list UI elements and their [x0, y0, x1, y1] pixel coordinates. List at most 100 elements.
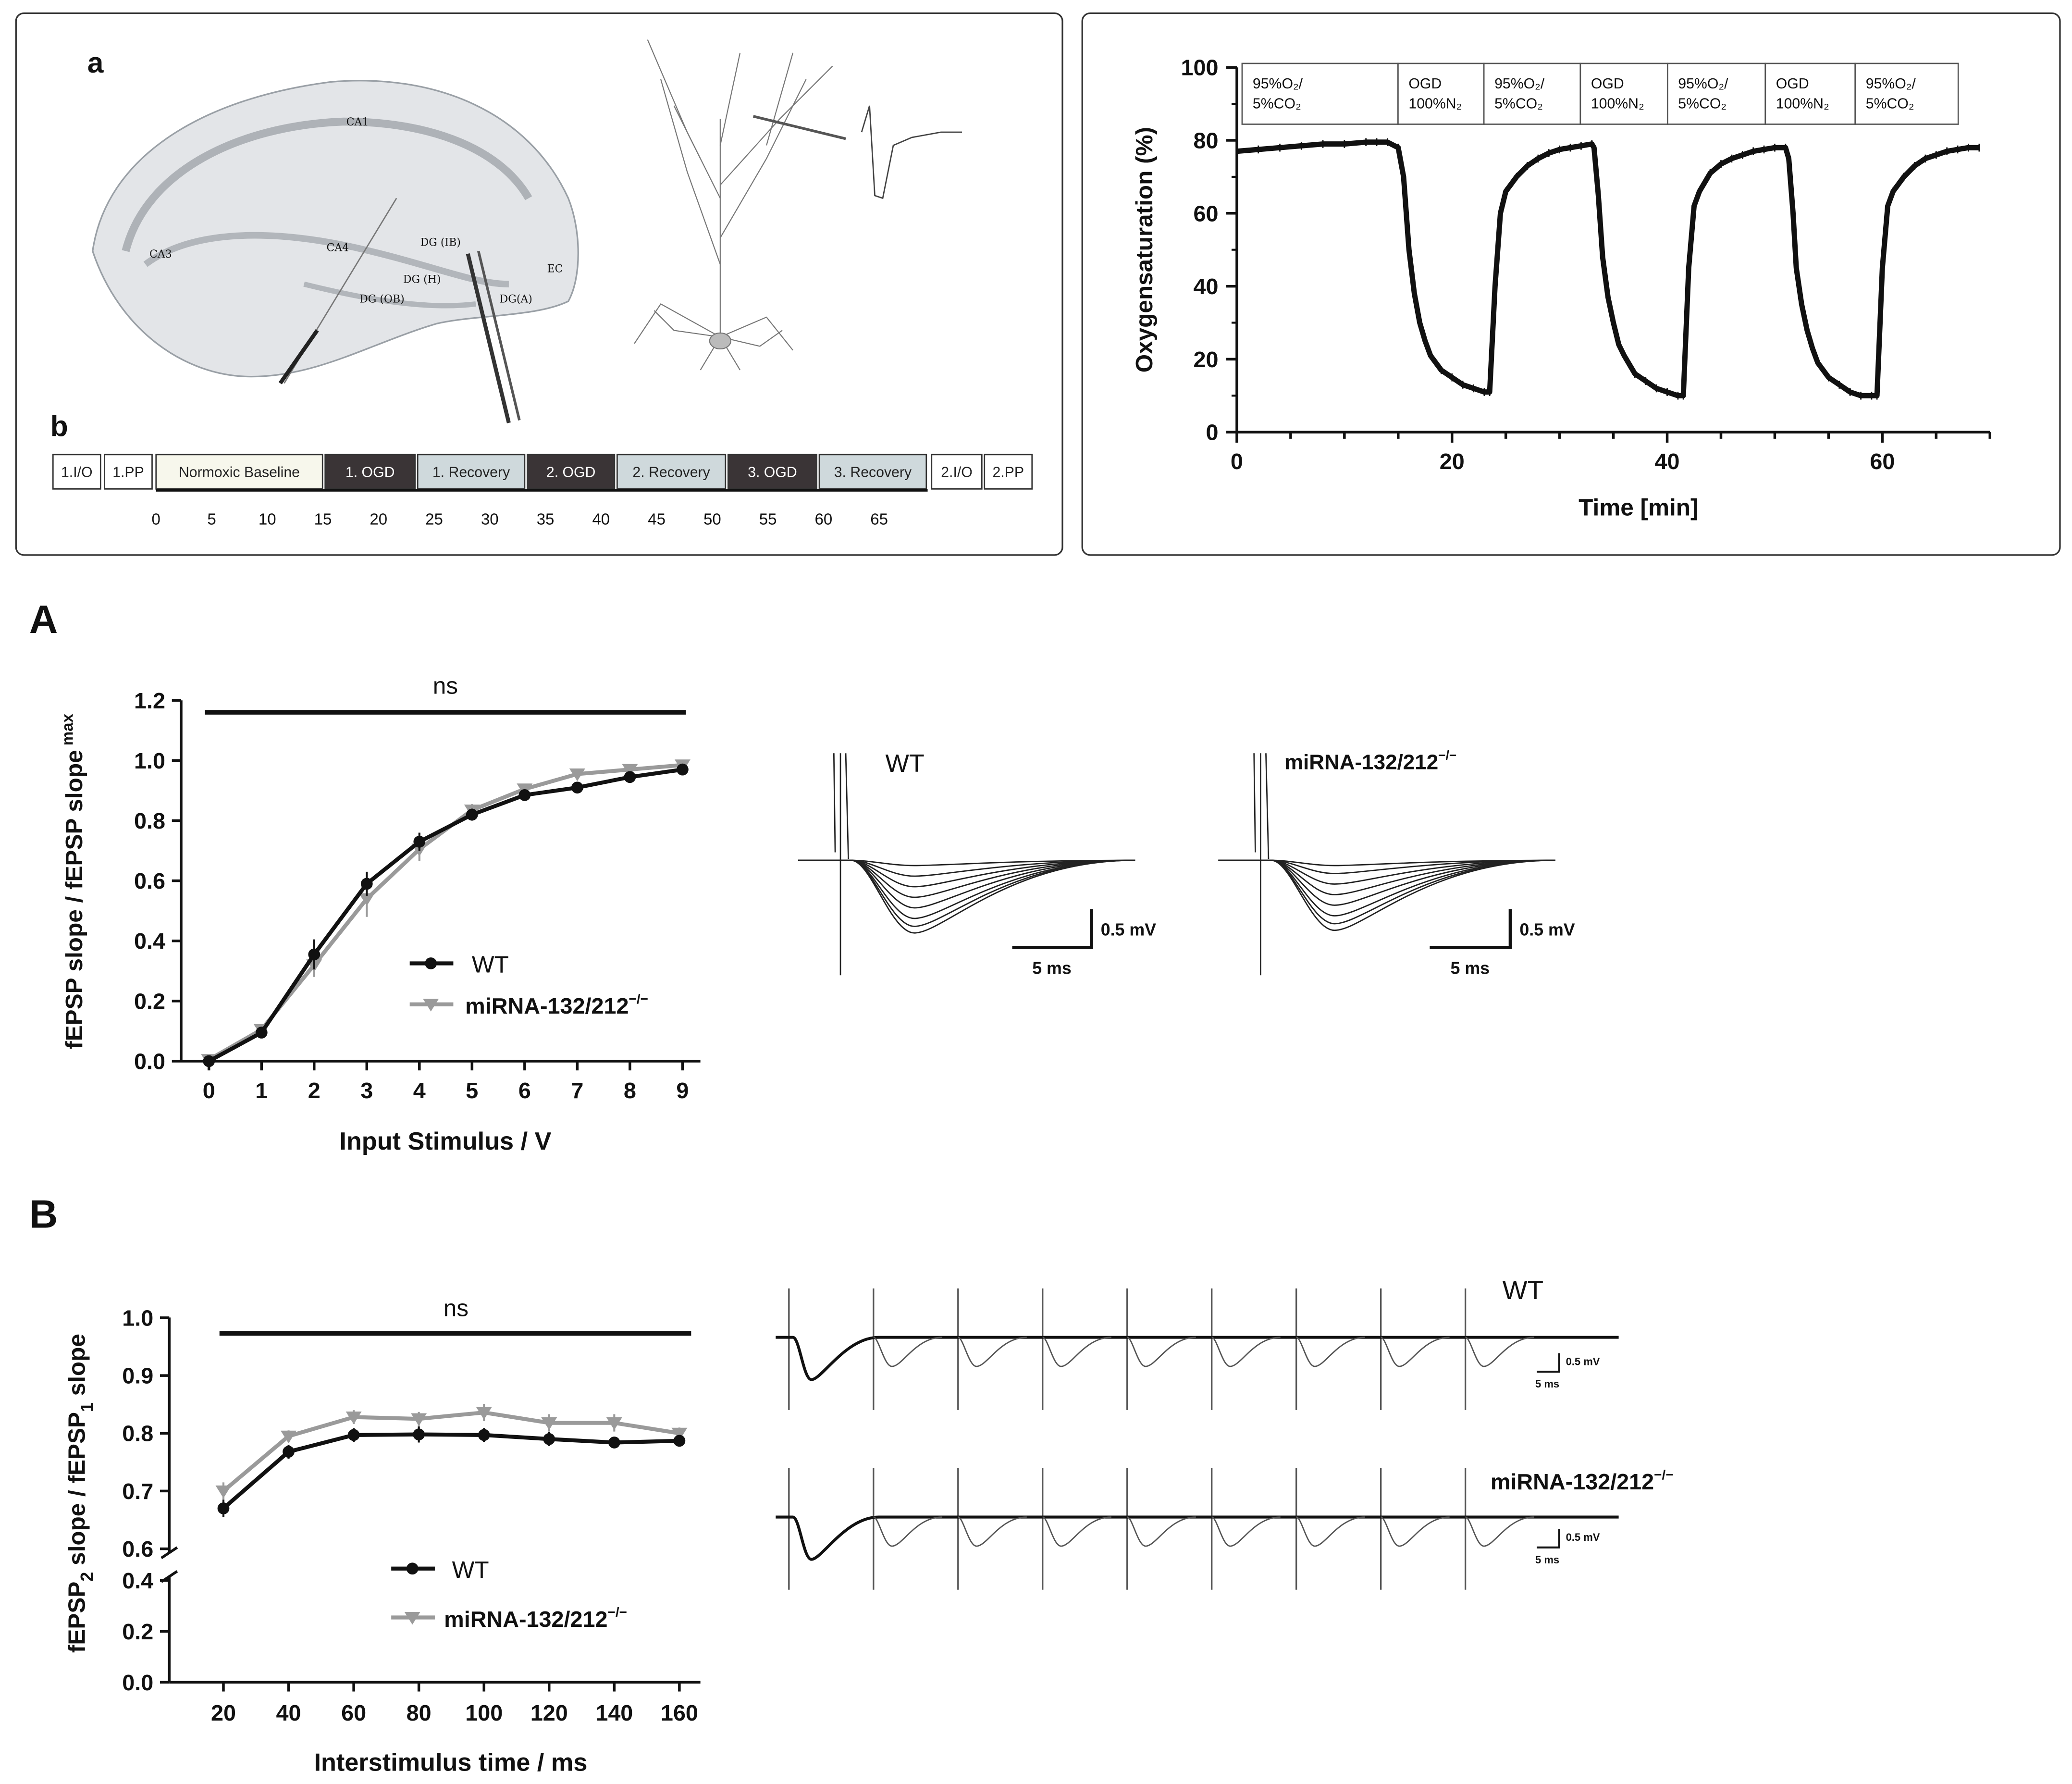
ppf-traces: WT miRNA-132/212−/− 0.5 mV 5 ms 0.5 mV 5 ms: [776, 1275, 1674, 1590]
ppf-trace-ko-second-response: [873, 1516, 942, 1547]
protocol-tick-label: 25: [425, 510, 443, 528]
io-trace-wt-sweep: [798, 859, 1135, 909]
io-legend-marker-wt: [425, 957, 437, 969]
trace-label-wt-text: WT: [886, 750, 925, 778]
ppf-y-axis-title-sub: 1: [77, 1402, 97, 1412]
ppf-point-wt: [347, 1429, 360, 1441]
region-label: CA3: [149, 248, 172, 260]
ppf-x-tick-label: 120: [530, 1700, 568, 1725]
ppf-trace-ko-second-response: [1465, 1516, 1534, 1547]
protocol-tick-label: 30: [481, 510, 499, 528]
ppf-trace-label-ko-text: miRNA-132/212: [1491, 1469, 1654, 1494]
condition-box: [1854, 62, 1959, 125]
panel-letter-B: B: [29, 1192, 58, 1236]
ppf-y-tick-label: 0.7: [122, 1479, 153, 1504]
ppf-point-wt: [413, 1428, 425, 1441]
dendrite: [660, 79, 721, 265]
protocol-box-label: 3. OGD: [748, 465, 797, 481]
io-trace-ko-sweep: [1218, 859, 1555, 874]
dendrite: [720, 330, 783, 347]
protocol-box-label: 3. Recovery: [834, 465, 912, 481]
protocol-tick-label: 55: [759, 510, 777, 528]
protocol-box: [727, 454, 817, 490]
ppf-x-axis-title: Interstimulus time / ms: [314, 1749, 587, 1777]
ppf-y-tick-label: 0.4: [122, 1568, 153, 1593]
ppf-series-line: [222, 1410, 680, 1493]
cell-layer-ca: [122, 117, 532, 252]
condition-box: [1397, 62, 1485, 125]
dendrite: [654, 310, 720, 338]
ppf-point-ko: [345, 1412, 362, 1425]
protocol-tick-label: 45: [648, 510, 666, 528]
io-x-tick-label: 5: [466, 1078, 478, 1103]
protocol-box: [818, 454, 927, 490]
ppf-y-tick-label: 0.8: [122, 1421, 153, 1446]
ppf-trace-ko-second-response: [1042, 1516, 1111, 1547]
ppf-trace-wt-second-response: [1296, 1337, 1365, 1367]
oxygen-y-axis-title: Oxygensaturation (%): [1131, 127, 1158, 372]
ppf-y-tick-label: 0.6: [122, 1536, 153, 1561]
io-traces: WT miRNA-132/212−/− 0.5 mV 5 ms 0.5 mV 5 ms: [798, 748, 1575, 978]
ppf-legend-label-ko-text: miRNA-132/212: [444, 1607, 607, 1632]
io-point-wt: [255, 1027, 268, 1039]
io-x-tick-label: 4: [413, 1078, 426, 1103]
ppf-scale-bar-time: 5 ms: [1535, 1378, 1559, 1390]
io-trace-ko-artifact-spike: [1253, 753, 1270, 859]
ppf-legend-label-ko-superscript: −/−: [607, 1605, 627, 1620]
ppf-y-axis-title-text: slope: [63, 1334, 90, 1402]
dendrite: [719, 52, 741, 146]
ppf-y-axis-title-text: slope / fEPSP: [63, 1412, 90, 1572]
io-point-wt: [308, 948, 321, 961]
protocol-box: [417, 454, 526, 490]
oxygen-chart: 0 20 40 60 80 100 0 20 40 60 Time [min] Oxygensatur…: [1081, 12, 2061, 556]
ppf-point-ko: [411, 1413, 427, 1426]
ppf-y-axis-title-sub: 2: [77, 1572, 97, 1582]
ppf-point-ko: [541, 1417, 557, 1430]
io-y-tick-label: 0.4: [134, 929, 165, 954]
ppf-point-wt: [217, 1502, 230, 1514]
io-point-ko: [569, 768, 585, 781]
region-label: EC: [547, 263, 563, 275]
ppf-trace-wt-second-response: [958, 1337, 1027, 1367]
protocol-box: [155, 454, 323, 490]
protocol-tick-label: 10: [259, 510, 276, 528]
io-trace-wt-sweep: [798, 859, 1135, 888]
trace-label-wt: WT: [886, 750, 925, 778]
scale-bar-voltage: 0.5 mV: [1519, 920, 1575, 940]
io-trace-ko-sweep: [1218, 859, 1555, 895]
io-point-wt: [360, 878, 373, 890]
ppf-series-line: [222, 1432, 679, 1510]
io-chart: A 0.0 0.2 0.4 0.6 0.8 1.0 1.2 0 1 2 3 4 5 6 7 8 9 Input St…: [29, 597, 701, 1155]
io-point-wt: [571, 781, 583, 794]
io-trace-ko-sweep: [1218, 859, 1555, 867]
condition-line-1: 95%O₂/: [1253, 76, 1303, 92]
stimulation-electrode: [466, 253, 511, 423]
io-legend-label-ko: miRNA-132/212−/−: [465, 991, 648, 1018]
hippocampus-illustration: CA1 CA3 CA4 DG (IB) DG (H) DG (OB) DG(A) EC: [92, 80, 579, 423]
ppf-scale-bar-voltage: 0.5 mV: [1566, 1531, 1600, 1543]
patch-pipette: [752, 115, 846, 140]
ppf-x-tick-label: 20: [211, 1700, 236, 1725]
scale-bar: [1430, 909, 1512, 949]
io-trace-wt-sweep: [798, 859, 1135, 867]
condition-box: [1579, 62, 1668, 125]
protocol-box-label: 1.I/O: [61, 465, 93, 481]
ppf-trace-ko-second-response: [1211, 1516, 1281, 1547]
dendrite: [720, 316, 793, 351]
protocol-box-label: 1.PP: [112, 465, 144, 481]
io-point-ko: [622, 764, 638, 777]
oxygen-x-tick-label: 40: [1655, 449, 1680, 474]
ppf-legend-marker-ko: [404, 1611, 420, 1625]
condition-line-1: OGD: [1591, 76, 1624, 92]
io-x-tick-label: 2: [308, 1078, 321, 1103]
protocol-box: [324, 454, 416, 490]
protocol-box-label: 2.I/O: [941, 465, 973, 481]
dendrite: [673, 105, 701, 159]
ppf-axis-break-1: [160, 1546, 178, 1560]
region-label: DG (H): [403, 273, 441, 285]
protocol-box: [52, 454, 101, 490]
condition-line-2: 100%N₂: [1776, 96, 1829, 112]
io-y-tick-label: 0.2: [134, 989, 165, 1014]
condition-line-2: 5%CO₂: [1494, 96, 1543, 112]
oxygen-y-tick-label: 40: [1193, 274, 1218, 299]
